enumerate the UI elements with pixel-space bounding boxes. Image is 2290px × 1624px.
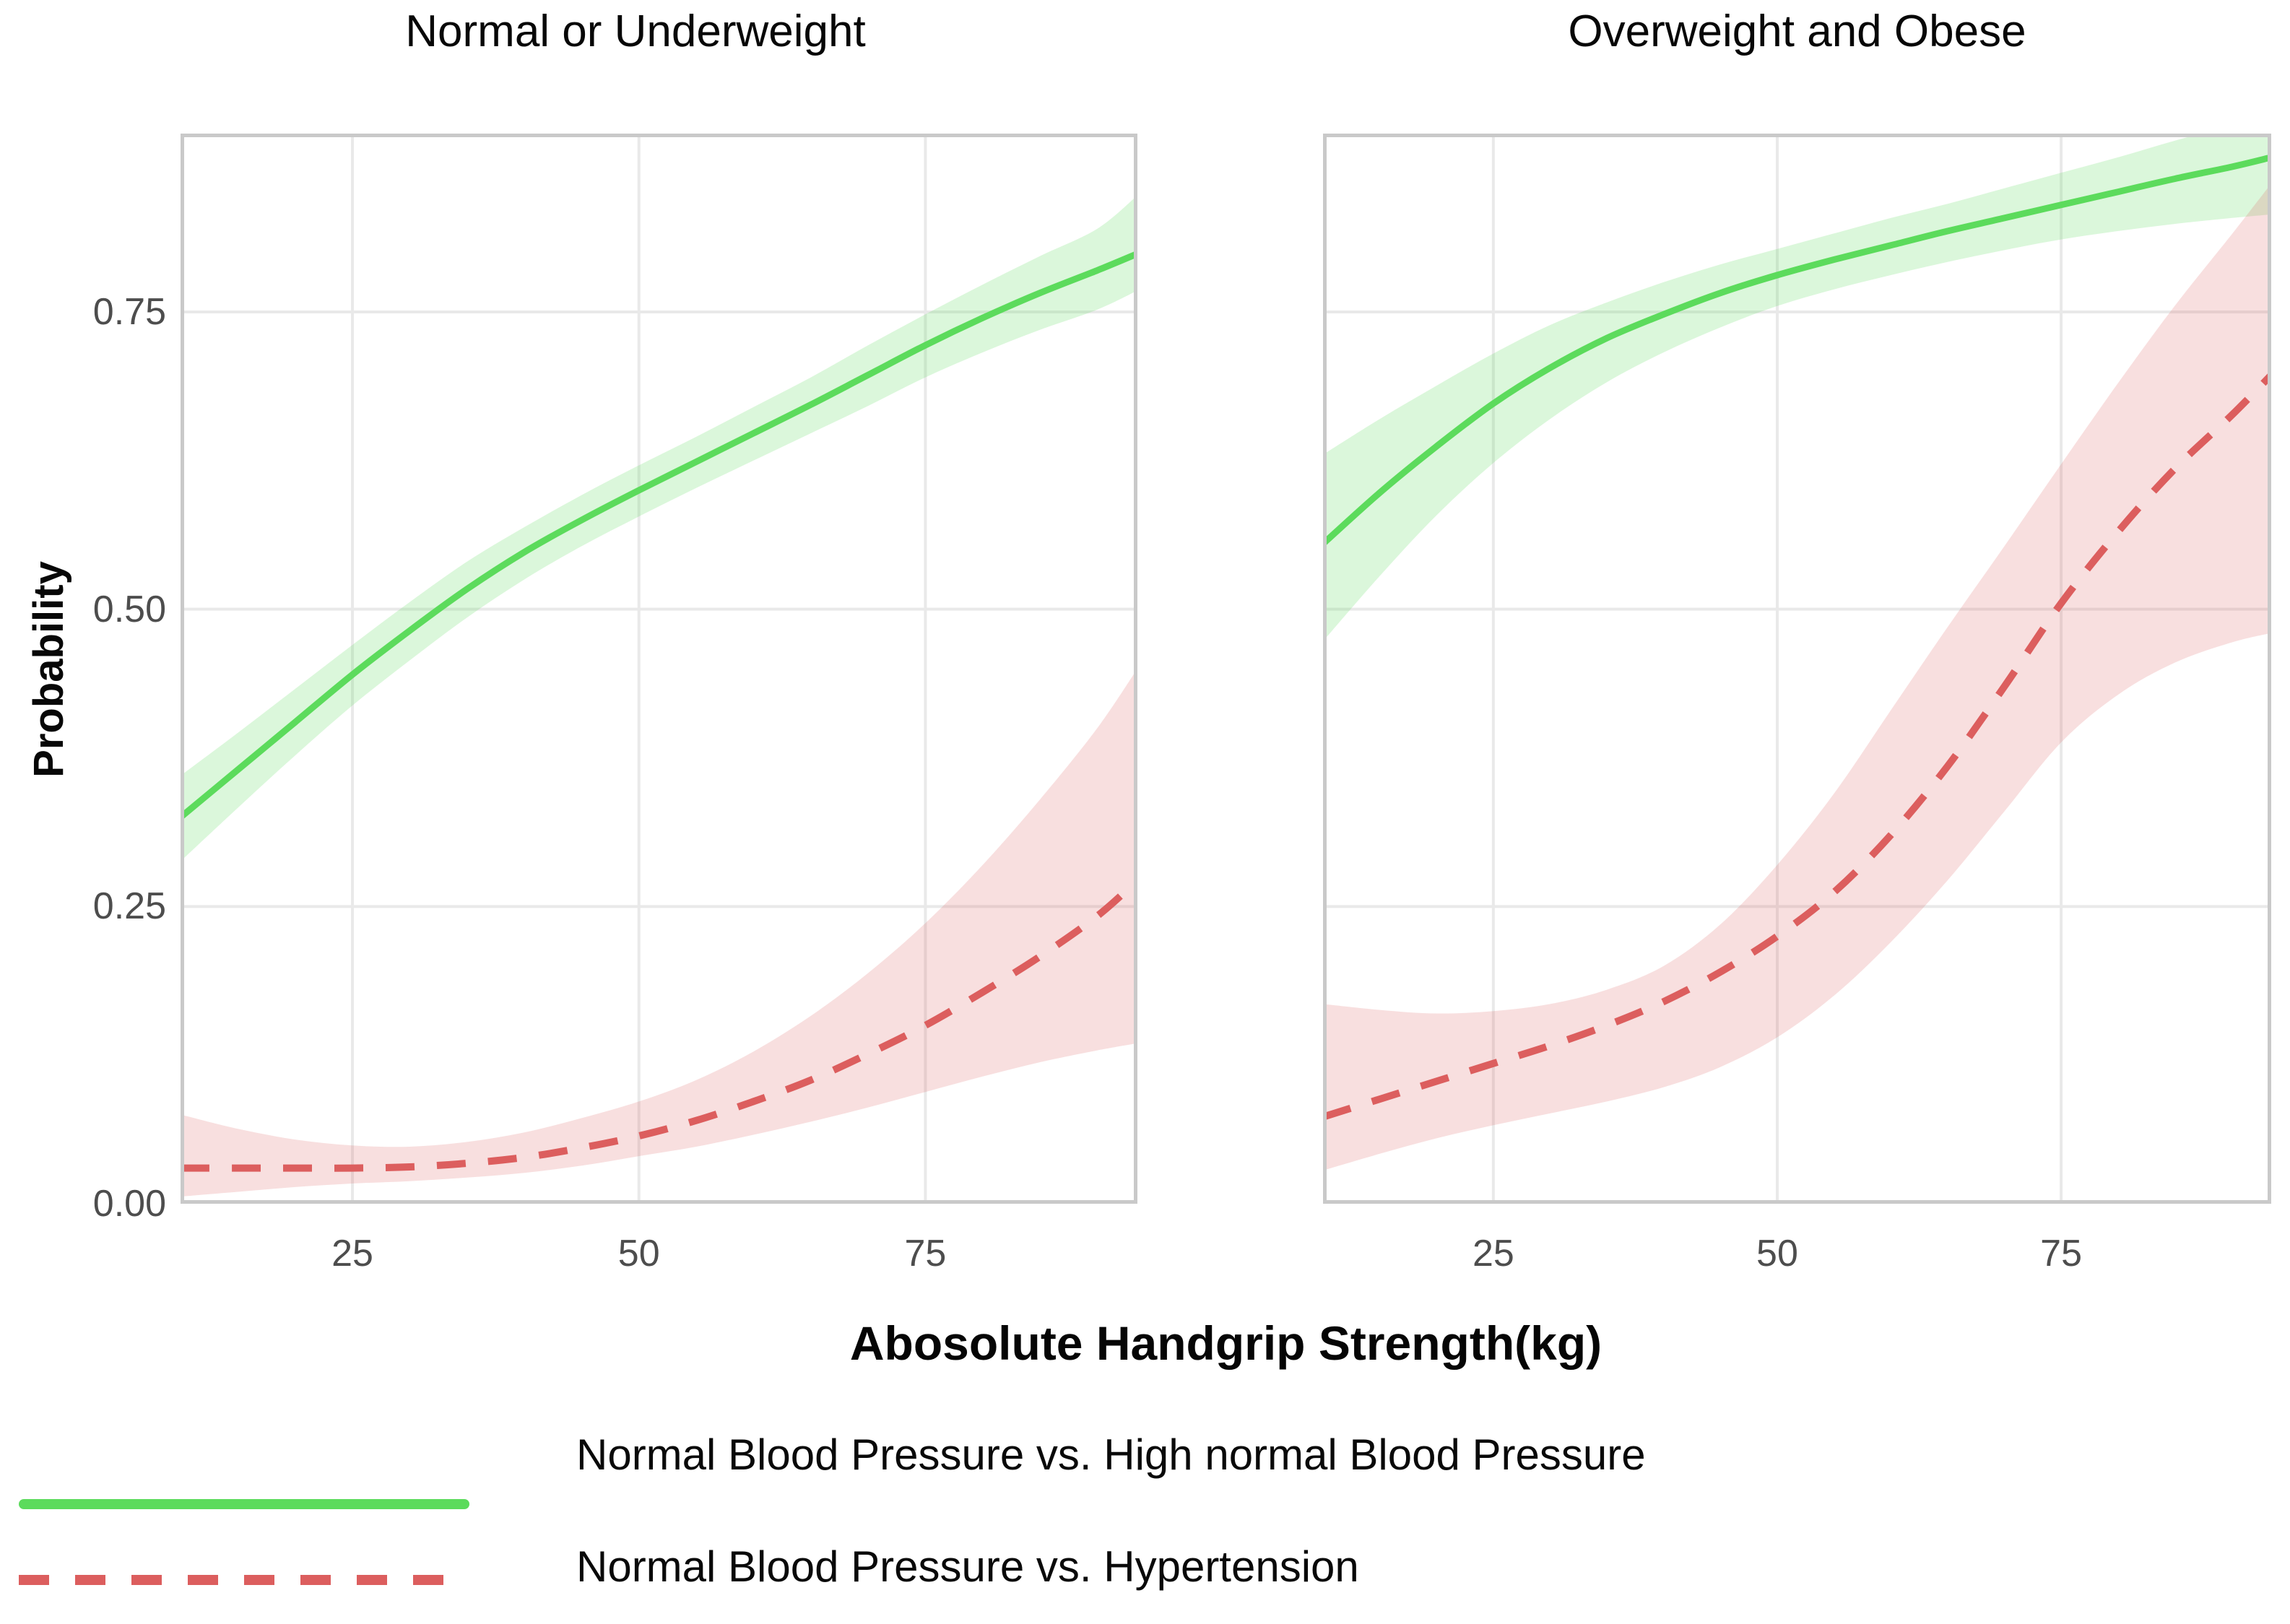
solid-green-curve [1323,154,2271,547]
x-axis-title: Abosolute Handgrip Strength(kg) [849,1316,1602,1370]
x-tick-label: 50 [1756,1233,1798,1275]
legend-key-dashed-line [19,1575,469,1585]
x-tick-label: 75 [904,1233,947,1275]
green-confidence-band [181,195,1137,861]
x-tick-label: 50 [617,1233,660,1275]
y-tick-label: 0.75 [92,291,166,333]
panel-border [1323,134,2271,1204]
y-tick-label: 0.25 [92,885,166,928]
x-tick-label: 75 [2040,1233,2083,1275]
legend-key-solid-line [19,1499,469,1509]
plot-panel-normal-underweight [181,134,1137,1204]
y-tick-label: 0.50 [92,588,166,630]
red-confidence-band [1323,183,2271,1171]
x-tick-label: 25 [1472,1233,1514,1275]
dashed-red-curve [181,877,1137,1172]
x-tick-label: 25 [331,1233,373,1275]
legend-item-hypertension: Normal Blood Pressure vs. Hypertension [0,1542,2290,1624]
red-confidence-band [181,669,1137,1197]
solid-green-curve [181,251,1137,820]
legend-item-high-normal-bp: Normal Blood Pressure vs. High normal Bl… [0,1430,2290,1516]
panel-border [181,134,1137,1204]
y-tick-label: 0.00 [92,1183,166,1225]
panel-title-right: Overweight and Obese [1568,6,2026,56]
panel-title-left: Normal or Underweight [405,6,866,56]
legend-label: Normal Blood Pressure vs. Hypertension [576,1542,1359,1591]
plot-panel-overweight-obese [1323,134,2271,1204]
legend-label: Normal Blood Pressure vs. High normal Bl… [576,1430,1646,1479]
dashed-red-curve [1323,372,2271,1121]
